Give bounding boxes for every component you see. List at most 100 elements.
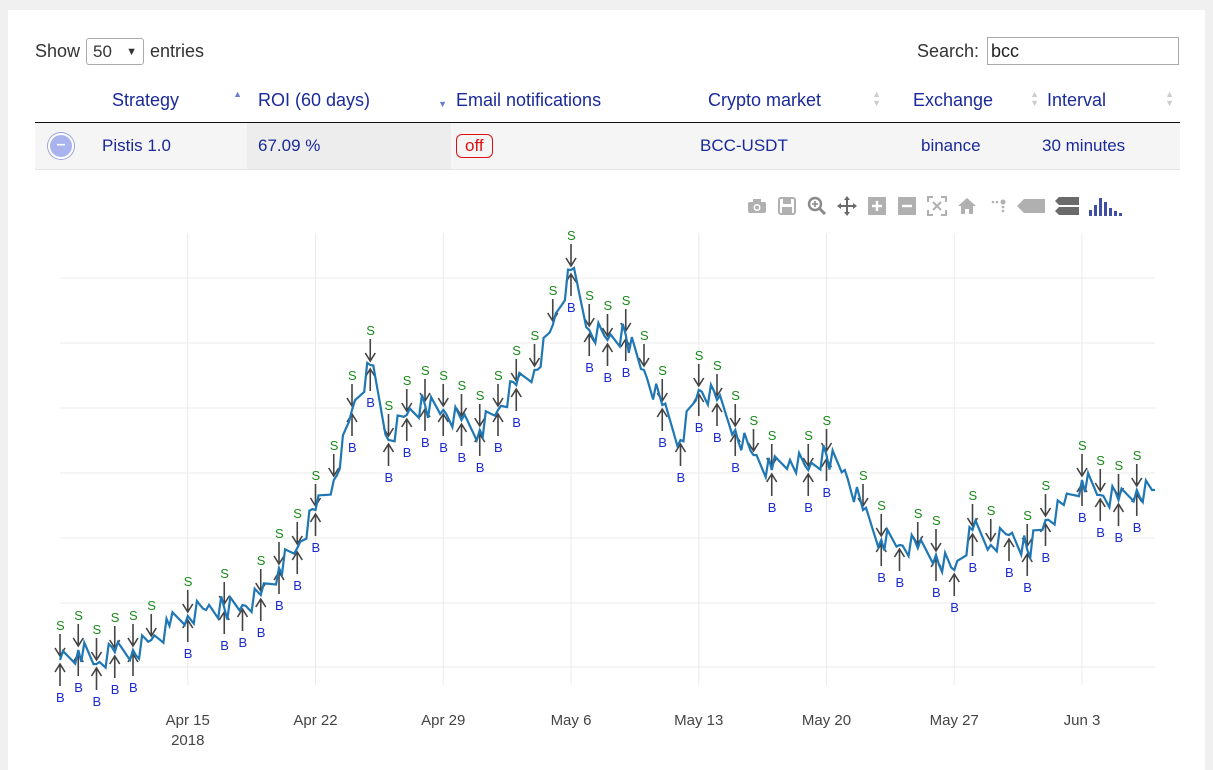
exchange-cell: binance — [887, 122, 1045, 170]
sell-signal-label: S — [421, 363, 430, 378]
sell-arrow — [802, 444, 814, 468]
buy-signal-label: B — [476, 460, 485, 475]
sell-arrow — [1076, 454, 1088, 478]
buy-signal-label: B — [293, 578, 302, 593]
sell-signal-label: S — [567, 228, 576, 243]
buy-signal-label: B — [896, 575, 905, 590]
x-tick-label: Jun 3 — [1064, 712, 1101, 729]
sell-signal-label: S — [403, 373, 412, 388]
pan-icon[interactable] — [836, 196, 858, 216]
sell-signal-label: S — [531, 328, 540, 343]
sell-arrow — [255, 569, 267, 593]
x-tick-label: Apr 15 — [166, 712, 210, 729]
sell-signal-label: S — [1078, 438, 1087, 453]
buy-signal-label: B — [129, 680, 138, 695]
buy-arrow — [291, 550, 303, 574]
buy-signal-label: B — [1042, 550, 1051, 565]
buy-arrow — [693, 392, 705, 416]
header-market[interactable]: Crypto market ▲ ▼ — [689, 78, 887, 123]
buy-arrow — [1039, 522, 1052, 546]
buy-arrow — [382, 442, 395, 466]
sell-signal-label: S — [184, 574, 193, 589]
sell-arrow — [930, 529, 942, 553]
header-email[interactable]: Email notifications — [451, 78, 689, 123]
zoom-in-icon[interactable] — [866, 196, 888, 216]
email-cell: off — [451, 122, 689, 170]
buy-signal-label: B — [257, 625, 266, 640]
hover-closest-icon[interactable] — [1016, 196, 1046, 216]
x-axis-ticks: Apr 15 2018 Apr 22 Apr 29 May 6 May 13 May 20 M… — [166, 712, 1101, 749]
buy-signal-label: B — [385, 470, 394, 485]
header-roi[interactable]: ROI (60 days) ▼ — [247, 78, 451, 123]
buy-signal-label: B — [823, 485, 832, 500]
home-icon[interactable] — [956, 196, 978, 216]
collapse-row-icon[interactable]: – — [48, 133, 74, 159]
sell-arrow — [72, 624, 84, 648]
buy-arrow — [510, 387, 522, 411]
buy-arrow — [492, 412, 504, 436]
buy-signal-label: B — [239, 635, 248, 650]
buy-signal-label: B — [458, 450, 467, 465]
header-exchange[interactable]: Exchange ▲ ▼ — [887, 78, 1045, 123]
buy-arrow — [948, 572, 960, 596]
sell-signal-label: S — [330, 438, 339, 453]
buy-arrow — [711, 402, 723, 426]
zoom-icon[interactable] — [806, 196, 828, 216]
sell-signal-label: S — [476, 388, 485, 403]
buy-signal-label: B — [93, 694, 102, 709]
buy-signal-label: B — [567, 300, 576, 315]
buy-signal-label: B — [713, 430, 722, 445]
x-tick-label: Apr 29 — [421, 712, 465, 729]
sell-signal-label: S — [293, 506, 302, 521]
page-length-select[interactable]: 50 ▼ — [86, 38, 145, 65]
camera-icon[interactable] — [746, 196, 768, 216]
sell-signal-label: S — [111, 610, 120, 625]
buy-signal-label: B — [731, 460, 740, 475]
hover-compare-icon[interactable] — [1054, 196, 1080, 216]
x-tick-label: Apr 22 — [293, 712, 337, 729]
buy-arrow — [766, 472, 778, 496]
buy-signal-label: B — [512, 415, 521, 430]
x-tick-label: May 6 — [551, 712, 592, 729]
spike-lines-icon[interactable] — [986, 196, 1008, 216]
buy-arrow — [893, 547, 906, 571]
sell-signal-label: S — [1042, 478, 1051, 493]
sort-indicator: ▲ ▼ — [872, 89, 881, 108]
save-icon[interactable] — [776, 196, 798, 216]
sell-signal-label: S — [93, 622, 102, 637]
sell-signal-label: S — [1115, 458, 1124, 473]
buy-signal-label: B — [220, 638, 229, 653]
email-status-badge[interactable]: off — [456, 134, 493, 158]
search-input[interactable] — [987, 37, 1179, 65]
x-tick-label: May 13 — [674, 712, 723, 729]
autoscale-icon[interactable] — [926, 196, 948, 216]
buy-signal-label: B — [1133, 520, 1142, 535]
sell-arrow — [601, 314, 614, 338]
zoom-out-icon[interactable] — [896, 196, 918, 216]
sell-arrow — [401, 389, 413, 413]
sell-signal-label: S — [385, 398, 394, 413]
sort-indicator: ▲ ▼ — [1165, 89, 1174, 108]
sell-signal-label: S — [1023, 508, 1032, 523]
buy-signal-label: B — [421, 435, 430, 450]
header-strategy[interactable]: Strategy ▲ — [112, 78, 247, 123]
buy-arrow — [437, 412, 449, 436]
buy-arrow — [656, 407, 668, 431]
sell-arrow — [145, 614, 157, 638]
sell-signal-label: S — [312, 468, 321, 483]
strategy-table: Strategy ▲ ROI (60 days) ▼ Email notific… — [35, 78, 1180, 170]
header-interval[interactable]: Interval ▲ ▼ — [1045, 78, 1180, 123]
expand-cell[interactable]: – — [35, 122, 113, 170]
buy-signal-label: B — [184, 646, 193, 661]
sell-signal-label: S — [494, 368, 503, 383]
table-row[interactable]: – Pistis 1.0 67.09 % off BCC-USDT binanc… — [35, 122, 1180, 170]
buy-signal-label: B — [111, 682, 120, 697]
sell-arrow — [985, 519, 997, 543]
buy-signal-label: B — [585, 360, 594, 375]
plotly-logo-icon[interactable] — [1088, 196, 1122, 216]
sell-arrow — [1039, 494, 1052, 518]
buy-signal-label: B — [804, 500, 813, 515]
sort-indicator: ▲ ▼ — [1030, 89, 1039, 108]
chevron-down-icon: ▼ — [126, 45, 138, 58]
